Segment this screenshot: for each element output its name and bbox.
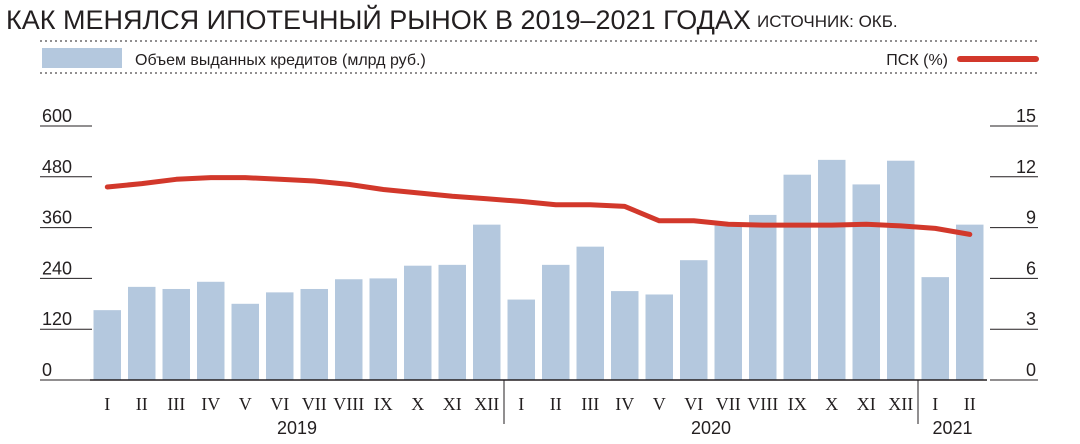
month-label: V (653, 394, 666, 414)
right-tick-label: 12 (1016, 157, 1036, 177)
bar (507, 299, 535, 380)
left-tick-label: 0 (42, 360, 52, 380)
month-label: IX (374, 394, 393, 414)
chart-title: КАК МЕНЯЛСЯ ИПОТЕЧНЫЙ РЫНОК В 2019–2021 … (6, 4, 751, 35)
bar (783, 174, 811, 380)
bar (818, 159, 846, 380)
month-label: II (136, 394, 148, 414)
month-label: VI (684, 394, 703, 414)
bar (611, 291, 639, 380)
month-label: VII (302, 394, 327, 414)
right-tick-label: 9 (1026, 208, 1036, 228)
month-label: III (581, 394, 599, 414)
year-label: 2019 (277, 418, 317, 438)
right-tick-label: 15 (1016, 106, 1036, 126)
legend-bar-label: Объем выданных кредитов (млрд руб.) (135, 52, 426, 69)
right-tick-label: 6 (1026, 258, 1036, 278)
month-label: XII (888, 394, 913, 414)
bar (887, 160, 915, 380)
legend: Объем выданных кредитов (млрд руб.) ПСК … (42, 48, 1039, 69)
month-label: XII (474, 394, 499, 414)
psk-line (104, 175, 973, 237)
month-label: I (932, 394, 938, 414)
month-label: VII (716, 394, 741, 414)
month-label: II (964, 394, 976, 414)
month-label: IV (201, 394, 220, 414)
bar (576, 246, 604, 380)
month-label: IX (788, 394, 807, 414)
month-label: III (167, 394, 185, 414)
bar (335, 279, 363, 380)
bar (128, 286, 156, 380)
bar (300, 288, 328, 380)
left-tick-label: 480 (42, 157, 72, 177)
legend-bar-swatch (42, 48, 122, 68)
chart-source: ИСТОЧНИК: ОКБ. (757, 12, 898, 31)
bar (404, 265, 432, 380)
month-label: VIII (747, 394, 778, 414)
bar (542, 264, 570, 380)
bar (369, 278, 397, 380)
left-tick-label: 360 (42, 208, 72, 228)
left-tick-label: 120 (42, 309, 72, 329)
month-label: IV (615, 394, 634, 414)
month-label: VI (270, 394, 289, 414)
bar (680, 260, 708, 380)
month-label: VIII (333, 394, 364, 414)
bar (645, 294, 673, 380)
bar (921, 277, 949, 380)
month-label: II (550, 394, 562, 414)
left-axis: 0 120 240 360 480 600 (40, 106, 92, 381)
left-tick-label: 600 (42, 106, 72, 126)
bar (714, 225, 742, 380)
bar (197, 281, 225, 380)
bar-series (93, 159, 984, 380)
bar (956, 224, 984, 380)
right-axis: 0 3 6 9 12 15 (990, 106, 1038, 381)
bar (266, 292, 294, 380)
bar (749, 214, 777, 380)
legend-line-label: ПСК (%) (886, 52, 948, 69)
bar (438, 264, 466, 380)
right-tick-label: 3 (1026, 309, 1036, 329)
right-tick-label: 0 (1026, 360, 1036, 380)
month-label: XI (857, 394, 876, 414)
month-label: X (411, 394, 424, 414)
month-label: XI (443, 394, 462, 414)
left-tick-label: 240 (42, 258, 72, 278)
bar (93, 310, 121, 380)
bar (852, 184, 880, 380)
x-axis: I II III IV V VI VII VIII IX X XI XII I II III IV V VI VII… (90, 379, 987, 438)
bar (473, 224, 501, 380)
month-label: I (104, 394, 110, 414)
month-label: V (239, 394, 252, 414)
month-label: I (518, 394, 524, 414)
year-label: 2020 (691, 418, 731, 438)
year-label: 2021 (932, 418, 972, 438)
month-label: X (825, 394, 838, 414)
bar (162, 288, 190, 380)
bar (231, 303, 259, 380)
